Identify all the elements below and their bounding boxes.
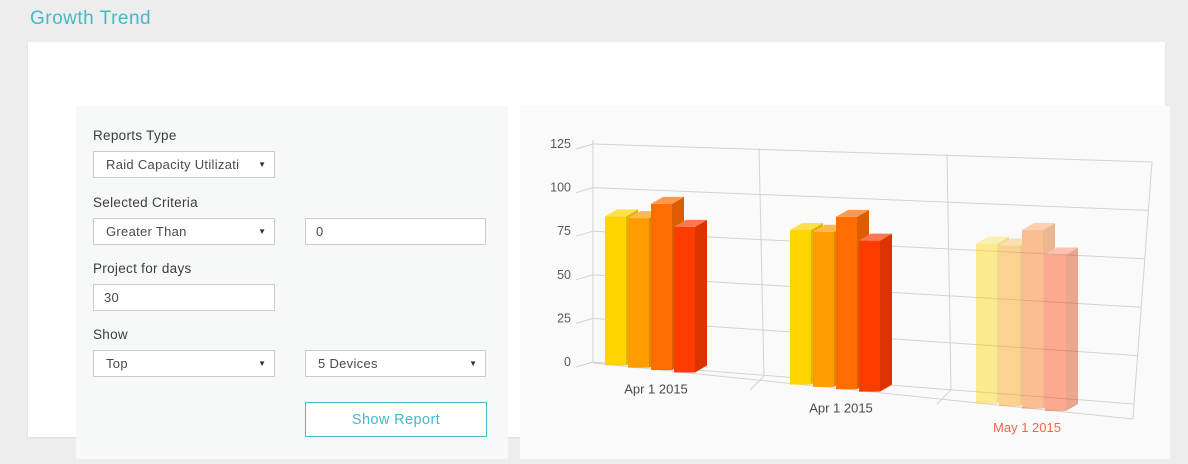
svg-text:50: 50	[557, 268, 571, 282]
svg-text:125: 125	[550, 137, 571, 151]
reports-type-label: Reports Type	[93, 128, 177, 143]
chart-panel: 0 25 50 75 100 125 Apr 1 2015 Apr 1 2015 May 1 2…	[520, 106, 1170, 459]
report-form-panel: Reports Type Raid Capacity Utilizati ▼ S…	[76, 106, 508, 459]
content-container: Reports Type Raid Capacity Utilizati ▼ S…	[28, 42, 1170, 459]
chevron-down-icon: ▼	[258, 359, 266, 368]
chevron-down-icon: ▼	[258, 227, 266, 236]
show-label: Show	[93, 327, 128, 342]
svg-text:100: 100	[550, 181, 571, 195]
show-report-button[interactable]: Show Report	[305, 402, 487, 437]
show-mode-select[interactable]: Top ▼	[93, 350, 275, 377]
selected-criteria-label: Selected Criteria	[93, 195, 198, 210]
svg-text:75: 75	[557, 224, 571, 238]
chevron-down-icon: ▼	[469, 359, 477, 368]
reports-type-select[interactable]: Raid Capacity Utilizati ▼	[93, 151, 275, 178]
page-title: Growth Trend	[30, 8, 152, 29]
svg-text:May 1 2015: May 1 2015	[993, 420, 1061, 435]
svg-text:0: 0	[564, 355, 571, 369]
svg-text:Apr 1 2015: Apr 1 2015	[624, 382, 688, 397]
criteria-threshold-input[interactable]	[305, 218, 486, 245]
reports-type-value: Raid Capacity Utilizati	[106, 157, 240, 172]
device-count-select[interactable]: 5 Devices ▼	[305, 350, 486, 377]
project-for-days-label: Project for days	[93, 261, 192, 276]
svg-text:25: 25	[557, 311, 571, 325]
show-mode-value: Top	[106, 356, 128, 371]
project-days-input[interactable]	[93, 284, 275, 311]
chevron-down-icon: ▼	[258, 160, 266, 169]
growth-trend-chart: 0 25 50 75 100 125 Apr 1 2015 Apr 1 2015 May 1 2…	[550, 137, 1153, 435]
criteria-operator-select[interactable]: Greater Than ▼	[93, 218, 275, 245]
svg-text:Apr 1 2015: Apr 1 2015	[809, 401, 873, 416]
criteria-operator-value: Greater Than	[106, 224, 187, 239]
device-count-value: 5 Devices	[318, 356, 378, 371]
